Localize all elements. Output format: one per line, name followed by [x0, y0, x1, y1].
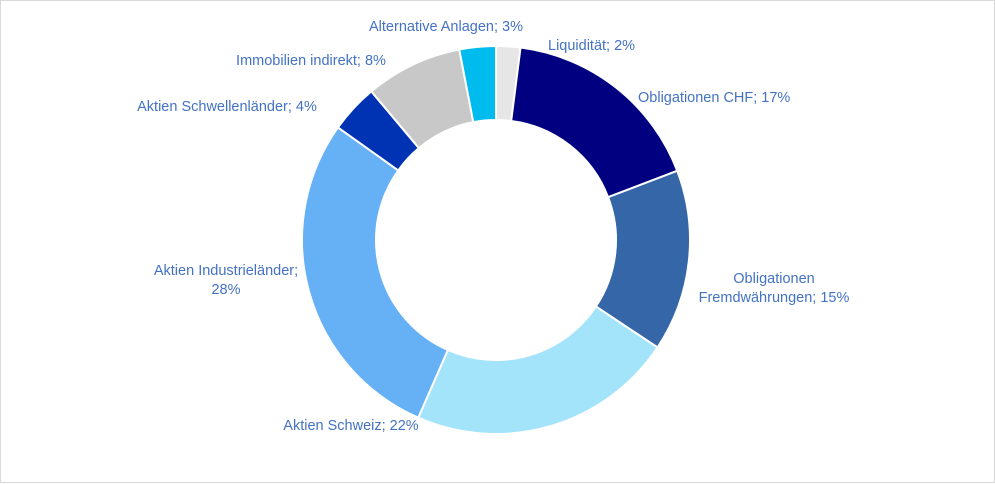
slice-alternative-anlagen [458, 44, 497, 124]
slice-labels: Liquidität; 2% Obligationen CHF; 17% Oblig… [137, 19, 849, 434]
donut-slices [301, 44, 691, 435]
label-obligationen-fremdwährungen: Obligationen Fremdwährungen; 15% [699, 271, 850, 306]
label-aktien-schwellenländer: Aktien Schwellenländer; 4% [137, 99, 317, 115]
label-immobilien-indirekt: Immobilien indirekt; 8% [236, 53, 386, 69]
label-aktien-schweiz: Aktien Schweiz; 22% [283, 418, 419, 434]
slice-aktien-industrieländer [301, 126, 450, 420]
slice-aktien-schweiz [416, 305, 659, 435]
label-alternative-anlagen: Alternative Anlagen; 3% [369, 19, 523, 35]
label-aktien-industrieländer: Aktien Industrieländer; 28% [154, 263, 298, 298]
slice-obligationen-chf [510, 46, 679, 199]
label-obligationen-chf: Obligationen CHF; 17% [638, 90, 790, 106]
label-liquidität: Liquidität; 2% [548, 38, 635, 54]
